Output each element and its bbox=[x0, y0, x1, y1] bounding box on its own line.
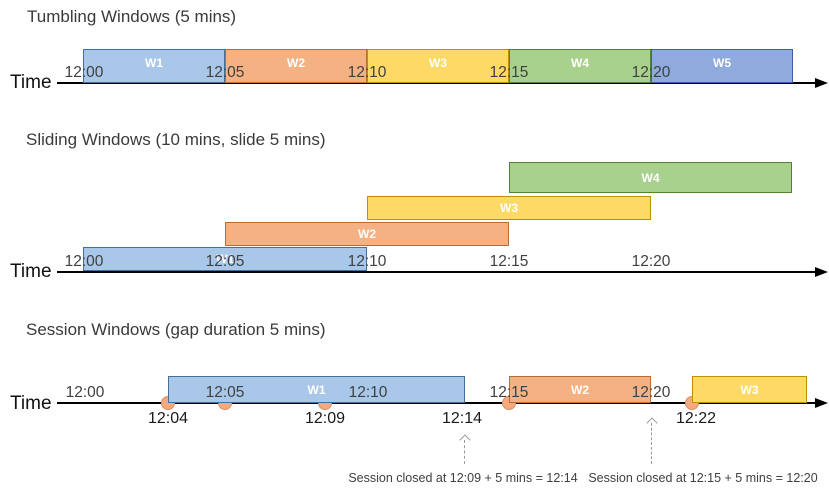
sliding-window-bar-w1: W1 bbox=[83, 247, 367, 271]
timeline-arrowhead-icon bbox=[815, 398, 828, 408]
window-label: W4 bbox=[641, 170, 660, 185]
sliding-window-bar-w2: W2 bbox=[225, 222, 509, 246]
tumbling-timeline bbox=[57, 78, 828, 88]
window-label: W1 bbox=[145, 56, 163, 70]
window-label: W3 bbox=[429, 56, 447, 70]
session-tick-1205: 12:05 bbox=[205, 384, 245, 401]
up-arrowhead-icon bbox=[646, 417, 658, 429]
session-tick-1200: 12:00 bbox=[65, 384, 105, 401]
session-tick-1220: 12:20 bbox=[631, 384, 671, 401]
session-window-bar-w3: W3 bbox=[692, 376, 807, 403]
tumbling-window-bar-w2: W2 bbox=[225, 49, 367, 83]
window-label: W5 bbox=[713, 56, 731, 70]
sliding-tick-1205: 12:05 bbox=[205, 253, 245, 270]
tumbling-tick-1200: 12:00 bbox=[64, 64, 104, 81]
tumbling-section-title: Tumbling Windows (5 mins) bbox=[27, 7, 237, 26]
session-closed-annotation-2: Session closed at 12:15 + 5 mins = 12:20 bbox=[588, 471, 818, 485]
window-label: W2 bbox=[358, 227, 376, 241]
timeline-arrowhead-icon bbox=[815, 78, 828, 88]
tumbling-window-bar-w1: W1 bbox=[83, 49, 225, 83]
event-time-label-1214: 12:14 bbox=[441, 410, 483, 427]
up-arrowhead-icon bbox=[459, 434, 471, 446]
sliding-time-axis-label: Time bbox=[10, 261, 52, 282]
window-label: W2 bbox=[287, 56, 305, 70]
window-label: W1 bbox=[216, 252, 234, 266]
event-time-label-1209: 12:09 bbox=[304, 410, 346, 427]
window-label: W3 bbox=[500, 201, 518, 215]
session-tick-1215: 12:15 bbox=[489, 384, 529, 401]
sliding-tick-1215: 12:15 bbox=[489, 253, 529, 270]
sliding-tick-1210: 12:10 bbox=[347, 253, 387, 270]
sliding-window-bar-w3: W3 bbox=[367, 196, 651, 220]
tumbling-tick-1205: 12:05 bbox=[205, 64, 245, 81]
event-time-label-1204: 12:04 bbox=[147, 410, 189, 427]
session-window-bar-w2: W2 bbox=[509, 376, 651, 403]
session-section-title: Session Windows (gap duration 5 mins) bbox=[26, 320, 326, 339]
session-time-axis-label: Time bbox=[10, 393, 52, 414]
tumbling-tick-1220: 12:20 bbox=[631, 64, 671, 81]
event-time-label-1222: 12:22 bbox=[675, 410, 717, 427]
tumbling-time-axis-label: Time bbox=[10, 72, 52, 93]
window-label: W4 bbox=[571, 56, 589, 70]
session-timeline bbox=[57, 398, 828, 408]
sliding-window-bar-w4: W4 bbox=[509, 162, 792, 193]
session-tick-1210: 12:10 bbox=[348, 384, 388, 401]
tumbling-window-bar-w3: W3 bbox=[367, 49, 509, 83]
session-closed-annotation-1: Session closed at 12:09 + 5 mins = 12:14 bbox=[348, 471, 578, 485]
sliding-tick-1200: 12:00 bbox=[64, 253, 104, 270]
window-label: W1 bbox=[307, 382, 326, 397]
tumbling-tick-1215: 12:15 bbox=[489, 64, 529, 81]
tumbling-window-bar-w4: W4 bbox=[509, 49, 651, 83]
sliding-timeline bbox=[57, 267, 828, 277]
sliding-tick-1220: 12:20 bbox=[631, 253, 671, 270]
timeline-arrowhead-icon bbox=[815, 267, 828, 277]
window-label: W3 bbox=[740, 382, 759, 397]
session-window-bar-w1: W1 bbox=[168, 376, 465, 403]
sliding-section-title: Sliding Windows (10 mins, slide 5 mins) bbox=[26, 130, 326, 149]
tumbling-window-bar-w5: W5 bbox=[651, 49, 793, 83]
window-label: W2 bbox=[571, 382, 589, 397]
tumbling-tick-1210: 12:10 bbox=[347, 64, 387, 81]
